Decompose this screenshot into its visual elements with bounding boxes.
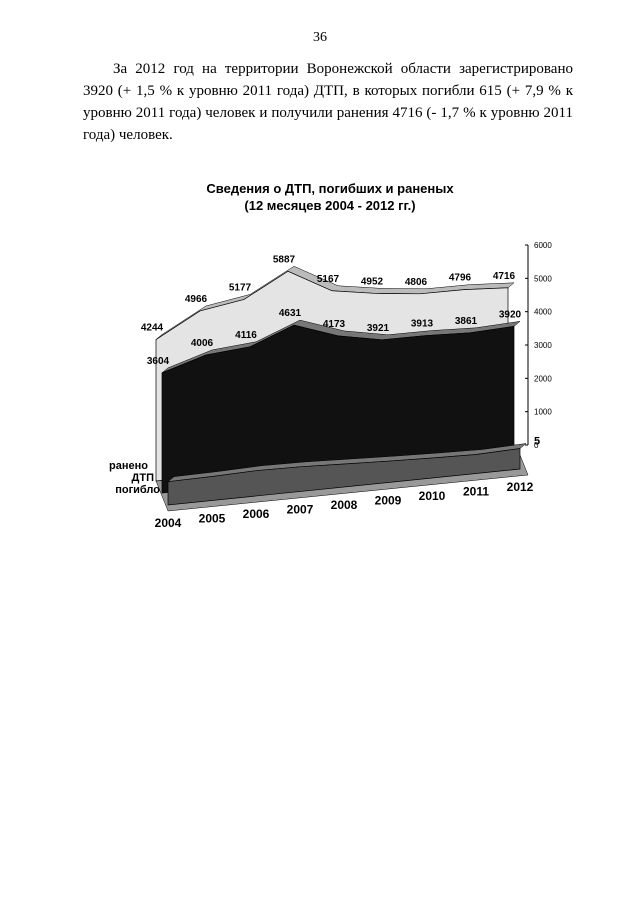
x-tick-label: 2009 bbox=[375, 494, 402, 508]
series-label: ранено bbox=[109, 460, 148, 472]
series-label: ДТП bbox=[132, 472, 155, 484]
y-tick-label: 5000 bbox=[534, 274, 552, 283]
value-label: 4116 bbox=[235, 330, 257, 341]
value-label: 4966 bbox=[185, 294, 208, 305]
x-tick-label: 2004 bbox=[155, 516, 182, 530]
x-tick-label: 2006 bbox=[243, 507, 270, 521]
value-label: 3913 bbox=[411, 319, 434, 330]
value-label: 3920 bbox=[499, 309, 522, 320]
value-label: 3604 bbox=[147, 356, 170, 367]
series-label: погибло bbox=[115, 484, 160, 496]
value-label: 4631 bbox=[279, 308, 302, 319]
value-label: 5167 bbox=[317, 274, 340, 285]
x-tick-label: 2012 bbox=[507, 480, 534, 494]
value-label: 4952 bbox=[361, 276, 384, 287]
paragraph: За 2012 год на территории Воронежской об… bbox=[83, 61, 573, 143]
y-tick-label: 3000 bbox=[534, 341, 552, 350]
value-label: 3861 bbox=[455, 316, 478, 327]
x-tick-label: 2005 bbox=[199, 512, 226, 526]
value-label: 4716 bbox=[493, 271, 516, 282]
value-label: 4806 bbox=[405, 277, 428, 288]
x-tick-label: 2008 bbox=[331, 498, 358, 512]
value-label: 5887 bbox=[273, 254, 296, 265]
chart-subtitle: (12 месяцев 2004 - 2012 гг.) bbox=[244, 198, 415, 213]
page-number: 36 bbox=[313, 30, 327, 45]
value-label: 5177 bbox=[229, 282, 252, 293]
annotation: 5 bbox=[534, 436, 540, 448]
value-label: 3921 bbox=[367, 323, 390, 334]
y-tick-label: 4000 bbox=[534, 308, 552, 317]
value-label: 4244 bbox=[141, 323, 164, 334]
y-tick-label: 2000 bbox=[534, 374, 552, 383]
y-tick-label: 6000 bbox=[534, 241, 552, 250]
y-tick-label: 1000 bbox=[534, 408, 552, 417]
x-tick-label: 2007 bbox=[287, 503, 314, 517]
area bbox=[167, 448, 521, 506]
value-label: 4173 bbox=[323, 319, 346, 330]
x-tick-label: 2010 bbox=[419, 489, 446, 503]
y-tick-label: 0 bbox=[534, 441, 539, 450]
x-tick-label: 2011 bbox=[463, 485, 489, 499]
value-label: 4006 bbox=[191, 338, 214, 349]
chart-title: Сведения о ДТП, погибших и раненых bbox=[206, 181, 454, 196]
value-label: 4796 bbox=[449, 273, 472, 284]
